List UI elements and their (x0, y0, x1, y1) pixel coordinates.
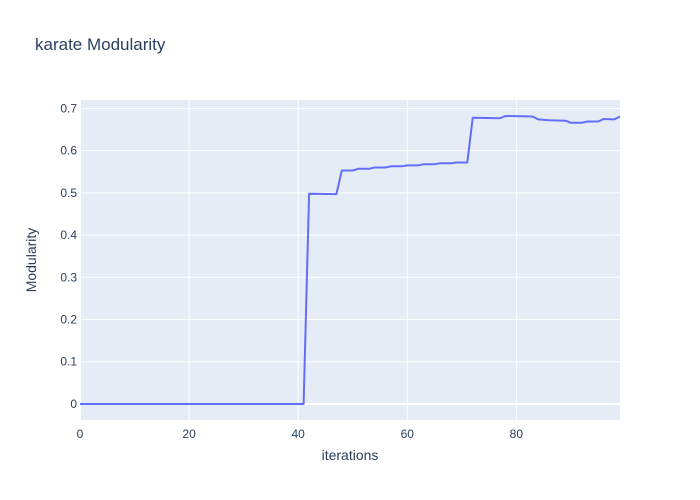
chart-title: karate Modularity (35, 35, 166, 54)
x-axis-ticks: 0 20 40 60 80 (77, 427, 524, 441)
y-axis-ticks: 0 0.1 0.2 0.3 0.4 0.5 0.6 0.7 (60, 101, 77, 411)
y-tick-label: 0.3 (60, 270, 77, 284)
x-tick-label: 40 (292, 427, 306, 441)
y-tick-label: 0.4 (60, 228, 77, 242)
x-tick-label: 20 (182, 427, 196, 441)
x-tick-label: 80 (510, 427, 524, 441)
y-tick-label: 0.2 (60, 313, 77, 327)
series-layer (80, 115, 621, 405)
y-tick-label: 0.1 (60, 355, 77, 369)
y-axis-title: Modularity (23, 228, 39, 293)
x-tick-label: 0 (77, 427, 84, 441)
y-tick-label: 0.5 (60, 186, 77, 200)
x-tick-label: 60 (401, 427, 415, 441)
plot-area (80, 100, 620, 420)
modularity-series-line (80, 115, 621, 405)
y-tick-label: 0.7 (60, 101, 77, 115)
y-tick-label: 0 (70, 397, 77, 411)
y-tick-label: 0.6 (60, 144, 77, 158)
x-axis-title: iterations (322, 447, 379, 463)
